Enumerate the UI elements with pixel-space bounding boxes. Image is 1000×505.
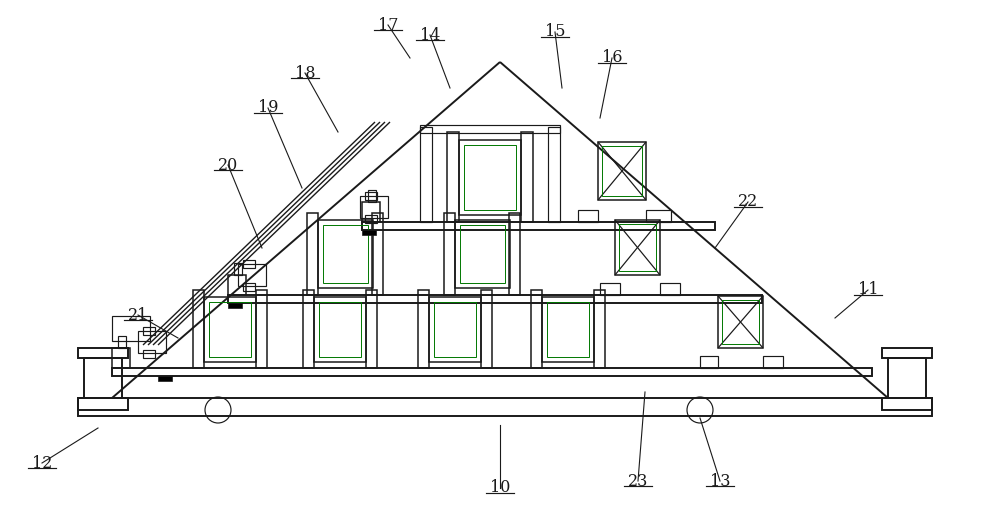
Bar bbox=[243, 283, 255, 291]
Bar bbox=[234, 263, 242, 275]
Bar bbox=[209, 302, 251, 357]
Bar bbox=[78, 348, 128, 358]
Bar bbox=[372, 213, 383, 295]
Bar bbox=[722, 300, 759, 344]
Bar bbox=[447, 132, 459, 222]
Bar bbox=[118, 336, 126, 348]
Bar bbox=[323, 225, 368, 283]
Bar bbox=[362, 222, 715, 230]
Text: 19: 19 bbox=[258, 99, 278, 117]
Text: 18: 18 bbox=[295, 65, 315, 81]
Bar bbox=[660, 283, 680, 295]
Bar bbox=[882, 348, 932, 358]
Bar bbox=[78, 398, 128, 410]
Text: 20: 20 bbox=[218, 157, 238, 174]
Bar bbox=[615, 220, 660, 275]
Bar bbox=[318, 220, 373, 288]
Bar bbox=[429, 297, 481, 362]
Text: 15: 15 bbox=[545, 24, 565, 40]
Bar bbox=[228, 303, 242, 308]
Bar bbox=[459, 140, 521, 215]
Bar bbox=[319, 302, 361, 357]
Bar bbox=[303, 290, 314, 368]
Bar bbox=[362, 230, 376, 235]
Bar bbox=[464, 145, 516, 210]
Bar bbox=[763, 356, 783, 368]
Bar bbox=[598, 142, 646, 200]
Bar bbox=[547, 302, 589, 357]
Text: 22: 22 bbox=[738, 193, 758, 211]
Bar bbox=[204, 297, 256, 362]
Bar bbox=[243, 260, 255, 268]
Bar bbox=[420, 125, 560, 133]
Bar bbox=[193, 290, 204, 368]
Bar bbox=[481, 290, 492, 368]
Text: 17: 17 bbox=[378, 17, 398, 33]
Bar bbox=[882, 398, 932, 410]
Bar bbox=[360, 196, 388, 218]
Bar bbox=[542, 297, 594, 362]
Bar bbox=[420, 127, 432, 222]
Bar bbox=[112, 316, 150, 341]
Bar bbox=[366, 290, 377, 368]
Bar bbox=[521, 132, 533, 222]
Bar bbox=[434, 302, 476, 357]
Text: 10: 10 bbox=[490, 480, 510, 496]
Bar bbox=[418, 290, 429, 368]
Text: 14: 14 bbox=[420, 26, 440, 43]
Bar bbox=[365, 215, 377, 223]
Bar bbox=[619, 224, 656, 271]
Bar bbox=[700, 356, 718, 368]
Bar bbox=[362, 202, 380, 222]
Bar bbox=[594, 290, 605, 368]
Text: 23: 23 bbox=[628, 473, 648, 489]
Bar bbox=[548, 127, 560, 222]
Text: 11: 11 bbox=[858, 281, 878, 298]
Bar bbox=[238, 264, 266, 286]
Bar bbox=[578, 210, 598, 222]
Bar bbox=[228, 275, 246, 295]
Bar bbox=[509, 213, 520, 295]
Bar bbox=[138, 331, 166, 353]
Bar bbox=[256, 290, 267, 368]
Bar bbox=[112, 348, 130, 368]
Bar bbox=[112, 368, 872, 376]
Bar bbox=[365, 192, 377, 200]
Bar bbox=[143, 327, 155, 335]
Text: 13: 13 bbox=[710, 473, 730, 489]
Bar bbox=[228, 295, 762, 303]
Bar bbox=[158, 376, 172, 381]
Bar bbox=[143, 350, 155, 358]
Bar bbox=[84, 358, 122, 398]
Bar bbox=[718, 296, 763, 348]
Bar bbox=[888, 358, 926, 398]
Bar bbox=[646, 210, 671, 222]
Bar bbox=[307, 213, 318, 295]
Text: 21: 21 bbox=[128, 307, 148, 324]
Bar bbox=[314, 297, 366, 362]
Bar bbox=[600, 283, 620, 295]
Bar bbox=[460, 225, 505, 283]
Bar bbox=[78, 398, 932, 416]
Bar bbox=[602, 146, 642, 196]
Bar bbox=[455, 220, 510, 288]
Text: 16: 16 bbox=[602, 49, 622, 67]
Bar bbox=[531, 290, 542, 368]
Bar bbox=[368, 190, 376, 202]
Text: 12: 12 bbox=[32, 454, 52, 472]
Bar bbox=[444, 213, 455, 295]
